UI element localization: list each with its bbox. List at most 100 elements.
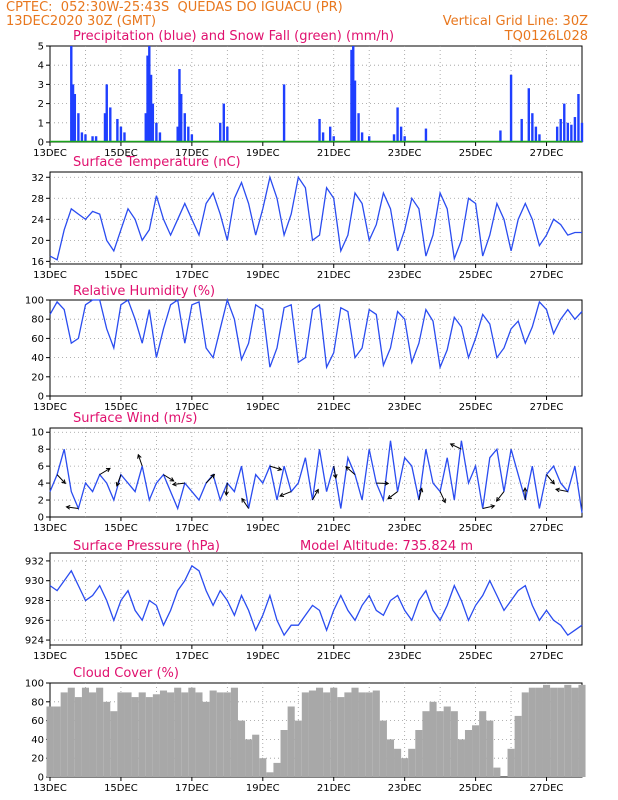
bar-mark (323, 692, 331, 777)
wind-arrow-head (61, 479, 66, 485)
bar-mark (155, 122, 158, 142)
bar-mark (321, 132, 325, 142)
wind-arrow (345, 466, 356, 475)
bar-mark (144, 113, 147, 142)
bar-mark (237, 720, 246, 777)
bar-mark (429, 701, 437, 777)
bar-mark (116, 118, 119, 142)
wind-arrow-head (241, 497, 246, 503)
bar-mark (308, 690, 316, 777)
bar-mark (415, 730, 423, 777)
bar-mark (70, 46, 73, 142)
bar-mark (174, 687, 182, 777)
bar-mark (531, 113, 534, 142)
wind-arrow (387, 491, 398, 500)
plot-frame (49, 171, 583, 265)
bar-mark (330, 687, 338, 777)
bar-mark (486, 720, 494, 777)
bar-mark (81, 687, 90, 777)
wind-arrow (439, 491, 446, 503)
panel-annotation-altitude: Model Altitude: 735.824 m (300, 539, 474, 554)
bar-mark (252, 734, 260, 777)
x-tick-label: 21DEC (317, 523, 351, 534)
bar-mark (379, 720, 387, 777)
header-grid-note: Vertical Grid Line: 30Z (442, 14, 588, 29)
wind-arrow-head (555, 487, 560, 493)
bar-mark (403, 136, 406, 142)
bar-mark (392, 134, 396, 142)
bar-mark (396, 107, 399, 142)
bar-mark (534, 126, 538, 142)
panel-title-temp: Surface Temperature (nC) (73, 155, 241, 170)
bar-mark (550, 687, 558, 777)
plot-frame (49, 45, 583, 143)
y-tick-label: 10 (31, 428, 44, 439)
wind-arrow (312, 489, 319, 501)
y-tick-label: 40 (31, 735, 44, 746)
bar-mark (351, 687, 359, 777)
bar-mark (109, 107, 112, 142)
y-tick-label: 40 (31, 353, 44, 364)
bar-mark (559, 118, 562, 142)
bar-mark (557, 687, 565, 777)
bar-mark (450, 711, 458, 777)
wind-arrow-head (105, 467, 111, 473)
bar-mark (542, 684, 551, 777)
x-tick-label: 19DEC (246, 402, 280, 413)
y-tick-label: 0 (38, 513, 44, 524)
y-tick-label: 4 (38, 61, 44, 72)
x-tick-label: 17DEC (175, 402, 209, 413)
series-line (49, 174, 582, 262)
bar-mark (401, 758, 409, 777)
wind-arrow-head (449, 443, 455, 448)
x-tick-label: 25DEC (459, 270, 493, 281)
wind-arrow-head (550, 479, 555, 485)
bar-mark (202, 701, 210, 777)
bar-mark (509, 74, 513, 142)
x-tick-label: 27DEC (530, 651, 564, 662)
bar-mark (577, 94, 580, 142)
bar-mark (110, 711, 118, 777)
y-tick-label: 0 (38, 392, 44, 403)
panel-title-rh: Relative Humidity (%) (73, 284, 216, 299)
bar-mark (580, 122, 584, 142)
bar-mark (105, 84, 108, 142)
bar-mark (273, 762, 281, 777)
plot-frame (49, 552, 583, 646)
wind-arrow (56, 474, 66, 484)
y-tick-label: 32 (31, 173, 44, 184)
wind-arrow-head (345, 466, 350, 471)
wind-arrow (418, 488, 423, 501)
x-tick-label: 25DEC (459, 523, 493, 534)
bar-mark (578, 684, 586, 777)
bar-mark (187, 126, 190, 142)
bar-mark (294, 720, 302, 777)
x-tick-label: 17DEC (175, 523, 209, 534)
x-tick-label: 15DEC (104, 783, 138, 794)
y-tick-label: 80 (31, 697, 44, 708)
y-tick-label: 930 (25, 576, 44, 587)
bar-mark (158, 132, 162, 142)
wind-arrow (279, 491, 292, 497)
x-tick-label: 25DEC (459, 148, 493, 159)
bar-mark (408, 748, 416, 777)
x-tick-label: 15DEC (104, 148, 138, 159)
x-tick-label: 19DEC (246, 523, 280, 534)
bar-mark (151, 103, 155, 142)
y-tick-label: 0 (38, 138, 44, 149)
wind-arrow-head (279, 492, 285, 498)
x-tick-label: 25DEC (459, 783, 493, 794)
bar-mark (103, 113, 107, 142)
series-line (49, 440, 583, 513)
wind-arrow-head (210, 473, 216, 479)
x-tick-label: 19DEC (246, 783, 280, 794)
bar-mark (178, 69, 181, 142)
wind-arrow (555, 488, 568, 493)
bar-mark (360, 132, 364, 142)
x-tick-label: 25DEC (459, 402, 493, 413)
wind-arrow-head (418, 487, 424, 493)
bar-mark (493, 767, 501, 777)
x-tick-label: 13DEC (33, 148, 67, 159)
x-tick-label: 13DEC (33, 651, 67, 662)
y-tick-label: 28 (31, 194, 44, 205)
